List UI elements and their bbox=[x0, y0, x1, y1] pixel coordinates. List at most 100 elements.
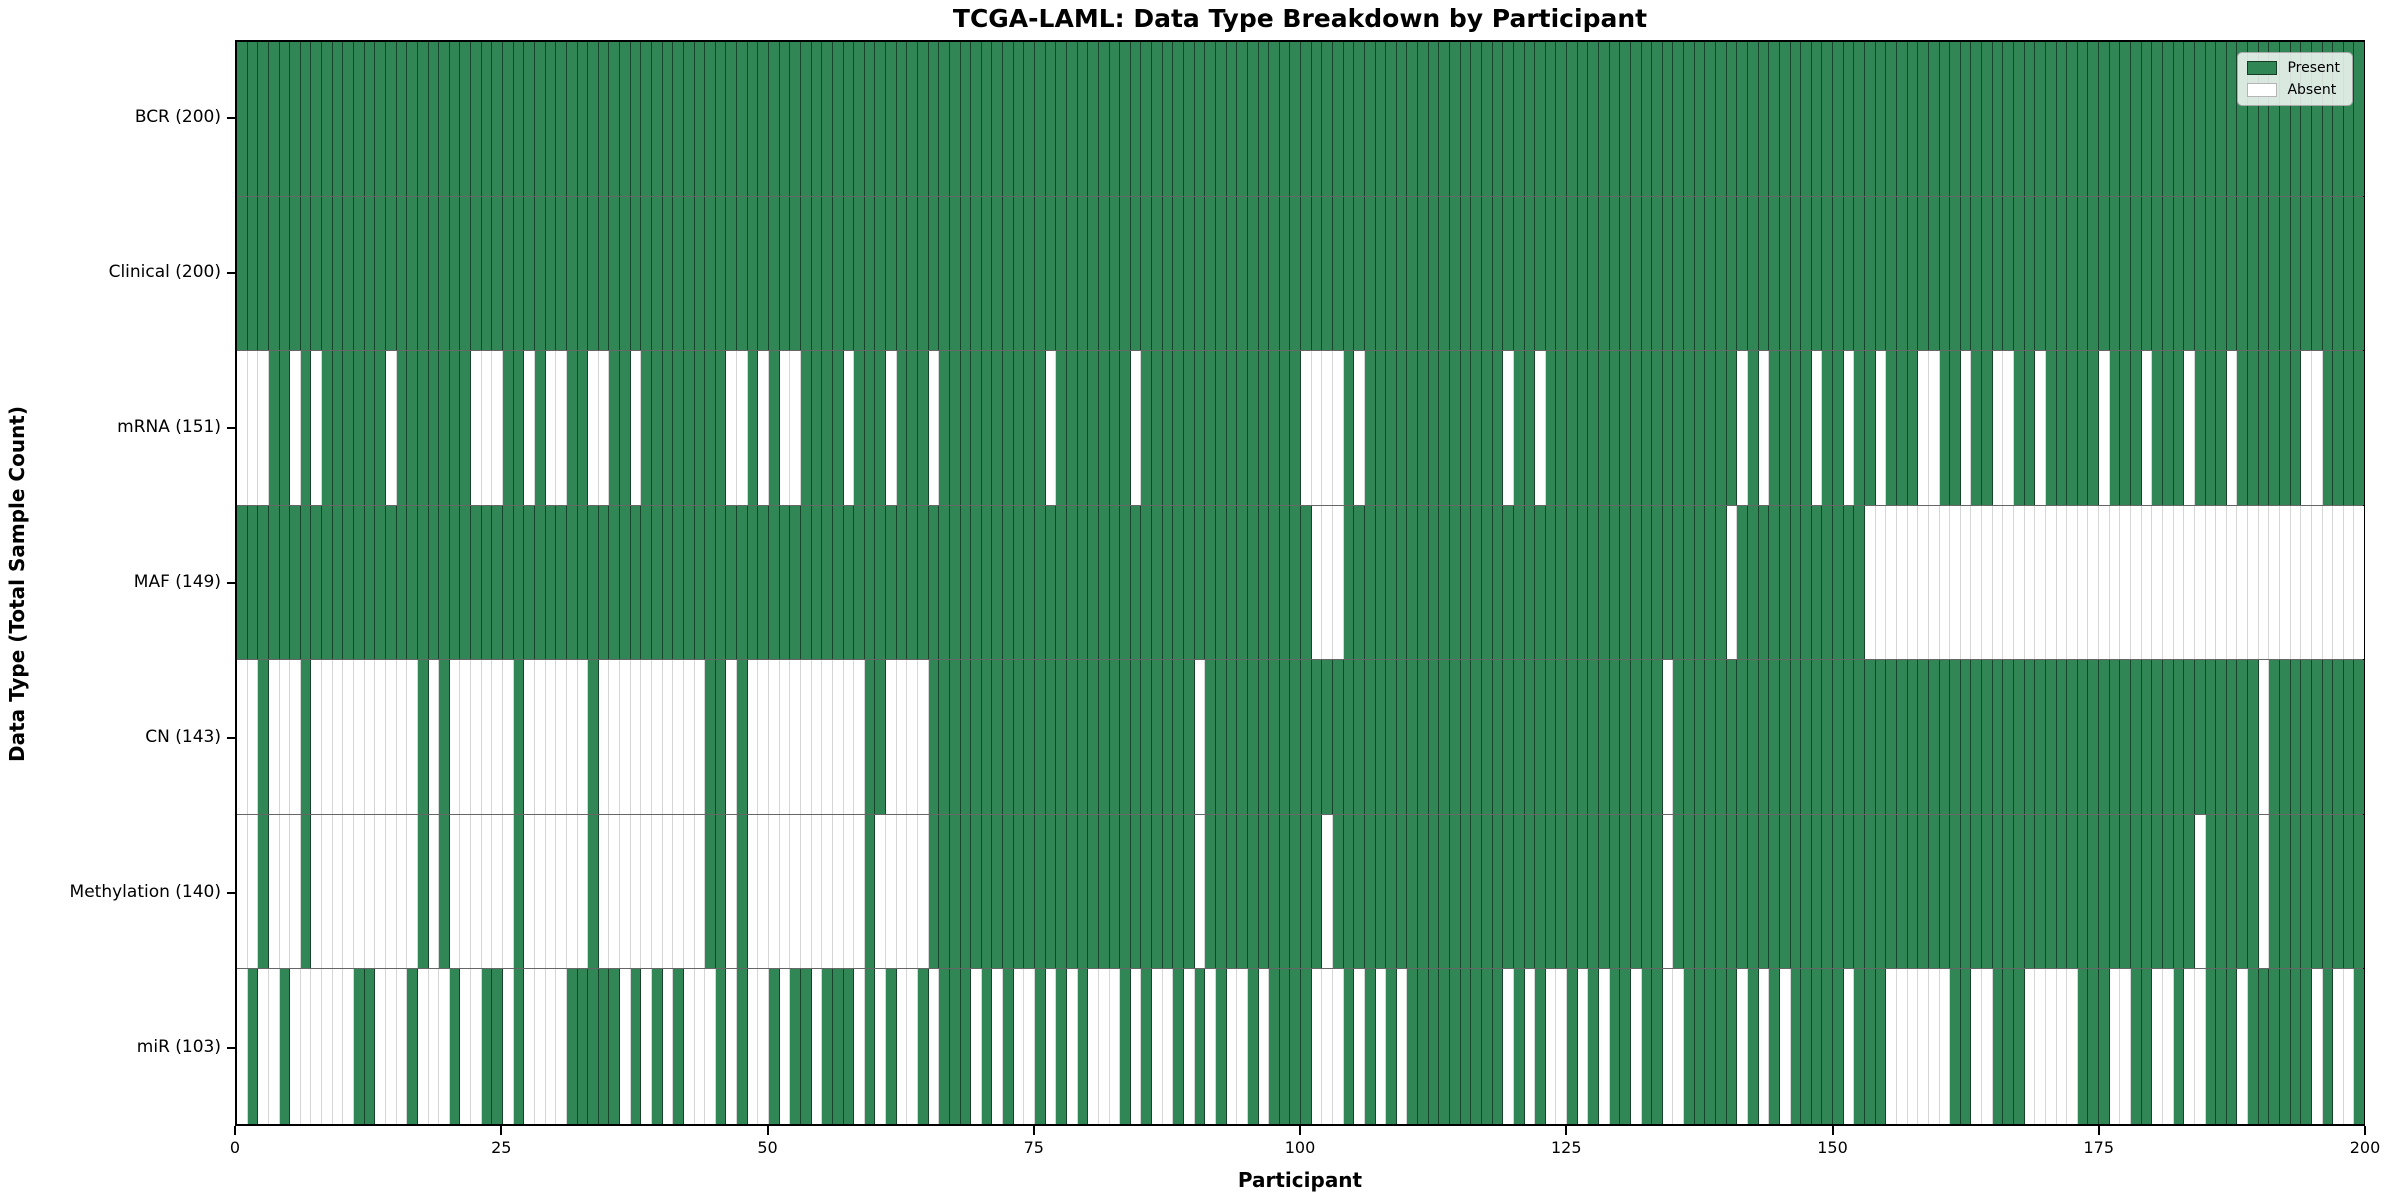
heatmap-cell bbox=[1588, 42, 1599, 196]
heatmap-cell bbox=[800, 42, 812, 196]
heatmap-cell bbox=[1152, 505, 1163, 660]
heatmap-cell bbox=[609, 351, 621, 505]
heatmap-cell bbox=[1545, 969, 1557, 1124]
heatmap-cell bbox=[1215, 660, 1227, 814]
heatmap-cell bbox=[2248, 505, 2259, 660]
heatmap-cell bbox=[1396, 969, 1408, 1124]
heatmap-cell bbox=[1694, 969, 1706, 1124]
heatmap-cell bbox=[949, 196, 961, 351]
heatmap-cell bbox=[1205, 196, 1216, 351]
heatmap-cell bbox=[1737, 351, 1748, 505]
heatmap-cell bbox=[790, 42, 801, 196]
heatmap-cell bbox=[2333, 814, 2344, 969]
heatmap-cell bbox=[332, 814, 344, 969]
heatmap-cell bbox=[2173, 505, 2185, 660]
heatmap-cell bbox=[1098, 196, 1110, 351]
heatmap-cell bbox=[1481, 505, 1493, 660]
heatmap-cell bbox=[2024, 505, 2036, 660]
heatmap-cell bbox=[364, 351, 376, 505]
heatmap-cell bbox=[1620, 42, 1631, 196]
heatmap-cell bbox=[1971, 660, 1983, 814]
heatmap-cell bbox=[1811, 42, 1823, 196]
heatmap-cell bbox=[1982, 814, 1993, 969]
heatmap-cell bbox=[1747, 42, 1759, 196]
heatmap-cell bbox=[2045, 814, 2057, 969]
heatmap-cell bbox=[2258, 814, 2270, 969]
heatmap-cell bbox=[1290, 969, 1302, 1124]
heatmap-cell bbox=[1737, 505, 1748, 660]
heatmap-cell bbox=[1641, 505, 1653, 660]
heatmap-cell bbox=[2194, 505, 2206, 660]
heatmap-cell bbox=[641, 814, 652, 969]
heatmap-cell bbox=[300, 660, 312, 814]
heatmap-cell bbox=[1311, 351, 1323, 505]
heatmap-cell bbox=[513, 969, 525, 1124]
heatmap-cell bbox=[2109, 969, 2121, 1124]
heatmap-cell bbox=[2162, 660, 2174, 814]
heatmap-cell bbox=[1162, 505, 1174, 660]
heatmap-cell bbox=[1024, 351, 1036, 505]
heatmap-cell bbox=[1928, 505, 1940, 660]
heatmap-cell bbox=[1971, 196, 1983, 351]
heatmap-cell bbox=[1524, 660, 1536, 814]
heatmap-cell bbox=[1556, 814, 1568, 969]
heatmap-cell bbox=[1960, 196, 1972, 351]
heatmap-cell bbox=[1524, 505, 1536, 660]
heatmap-cell bbox=[2120, 814, 2132, 969]
heatmap-cell bbox=[2269, 196, 2280, 351]
heatmap-cell bbox=[279, 505, 291, 660]
heatmap-cell bbox=[747, 814, 759, 969]
heatmap-cell bbox=[2003, 660, 2014, 814]
heatmap-cell bbox=[1758, 42, 1770, 196]
heatmap-cell bbox=[2131, 505, 2142, 660]
heatmap-cell bbox=[2205, 660, 2217, 814]
heatmap-cell bbox=[2152, 969, 2163, 1124]
heatmap-cell bbox=[588, 196, 599, 351]
heatmap-cell bbox=[1098, 814, 1110, 969]
heatmap-cell bbox=[439, 660, 450, 814]
heatmap-cell bbox=[588, 814, 599, 969]
heatmap-cell bbox=[715, 969, 727, 1124]
heatmap-cell bbox=[417, 505, 429, 660]
heatmap-cell bbox=[1258, 969, 1270, 1124]
heatmap-cell bbox=[556, 660, 567, 814]
heatmap-cell bbox=[971, 660, 982, 814]
heatmap-cell bbox=[385, 351, 397, 505]
heatmap-cell bbox=[2301, 660, 2312, 814]
heatmap-cell bbox=[769, 660, 780, 814]
heatmap-cell bbox=[1875, 969, 1887, 1124]
heatmap-cell bbox=[1205, 969, 1216, 1124]
heatmap-cell bbox=[471, 969, 482, 1124]
heatmap-cell bbox=[1609, 196, 1621, 351]
heatmap-cell bbox=[1747, 351, 1759, 505]
heatmap-cell bbox=[1258, 505, 1270, 660]
heatmap-cell bbox=[1173, 814, 1185, 969]
heatmap-cell bbox=[375, 196, 386, 351]
heatmap-cell bbox=[1056, 505, 1067, 660]
heatmap-cell bbox=[2162, 351, 2174, 505]
heatmap-cell bbox=[981, 505, 993, 660]
heatmap-cell bbox=[1779, 969, 1791, 1124]
heatmap-cell bbox=[1035, 196, 1046, 351]
heatmap-cell bbox=[1694, 42, 1706, 196]
heatmap-cell bbox=[417, 814, 429, 969]
heatmap-cell bbox=[2194, 196, 2206, 351]
heatmap-cell bbox=[1684, 814, 1695, 969]
heatmap-cell bbox=[1609, 969, 1621, 1124]
heatmap-cell bbox=[279, 814, 291, 969]
heatmap-cell bbox=[1247, 351, 1259, 505]
heatmap-cell bbox=[907, 196, 918, 351]
heatmap-cell bbox=[247, 196, 259, 351]
heatmap-cell bbox=[683, 814, 695, 969]
heatmap-cell bbox=[2354, 196, 2365, 351]
heatmap-cell bbox=[2045, 351, 2057, 505]
heatmap-cell bbox=[2003, 42, 2014, 196]
heatmap-cell bbox=[2141, 660, 2153, 814]
heatmap-cell bbox=[2322, 42, 2334, 196]
heatmap-cell bbox=[428, 196, 440, 351]
heatmap-cell bbox=[1226, 351, 1238, 505]
heatmap-cell bbox=[620, 196, 631, 351]
heatmap-cell bbox=[396, 351, 408, 505]
heatmap-cell bbox=[1545, 660, 1557, 814]
heatmap-cell bbox=[1865, 42, 1876, 196]
